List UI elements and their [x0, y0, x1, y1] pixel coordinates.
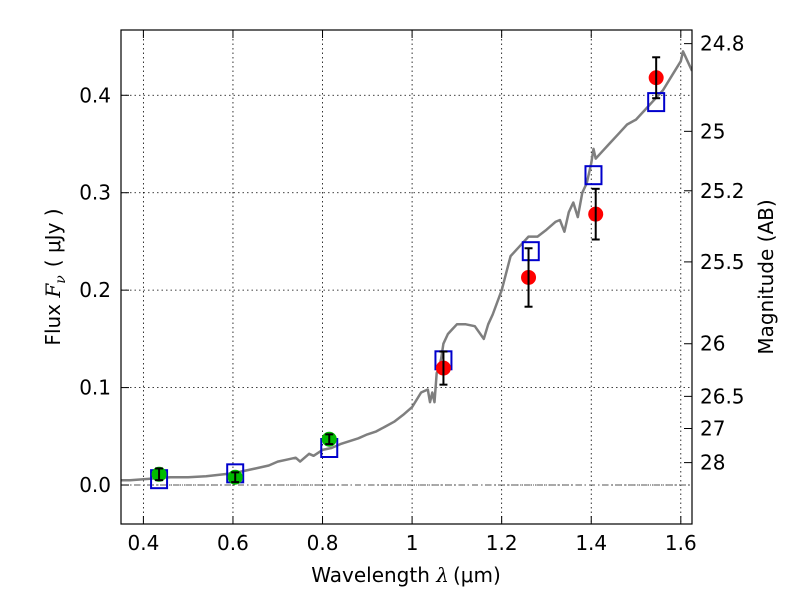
- grid-lines: [121, 30, 692, 524]
- y-axis-title: Flux Fν( μJy ): [41, 208, 69, 345]
- y-tick-label: 0.2: [79, 278, 111, 302]
- y-tick-label: 0.0: [79, 473, 111, 497]
- y-tick-label: 0.1: [79, 376, 111, 400]
- magnitude-axis-title: Magnitude (AB): [754, 199, 778, 354]
- x-tick-label: 1.2: [486, 531, 518, 555]
- tick-marks: [121, 30, 692, 524]
- tick-labels: 0.4 0.6 0.8 1 1.2 1.4 1.6 0.0 0.1 0.2 0.3 0.4 24.8 25…: [79, 32, 744, 555]
- mag-tick-label: 25.2: [700, 179, 745, 203]
- x-tick-label: 0.6: [217, 531, 249, 555]
- mag-tick-label: 25.5: [700, 250, 745, 274]
- x-tick-label: 1.6: [665, 531, 697, 555]
- mag-tick-label: 26.5: [700, 384, 745, 408]
- mag-tick-label: 28: [700, 451, 725, 475]
- model-square-point: [521, 241, 540, 262]
- x-tick-label: 1.4: [575, 531, 607, 555]
- model-square-point: [584, 165, 603, 186]
- mag-tick-label: 27: [700, 417, 725, 441]
- mag-tick-label: 24.8: [700, 32, 745, 56]
- series-group: [121, 50, 692, 490]
- mag-tick-label: 25: [700, 119, 725, 143]
- y-tick-label: 0.4: [79, 83, 111, 107]
- x-tick-label: 0.4: [127, 531, 159, 555]
- mag-tick-label: 26: [700, 332, 725, 356]
- plot-frame: [120, 29, 693, 525]
- x-axis-title: Wavelength λ (μm): [311, 563, 501, 587]
- x-tick-label: 1: [406, 531, 419, 555]
- y-tick-label: 0.3: [79, 181, 111, 205]
- sed-spectrum-line: [121, 50, 692, 482]
- x-tick-label: 0.8: [307, 531, 339, 555]
